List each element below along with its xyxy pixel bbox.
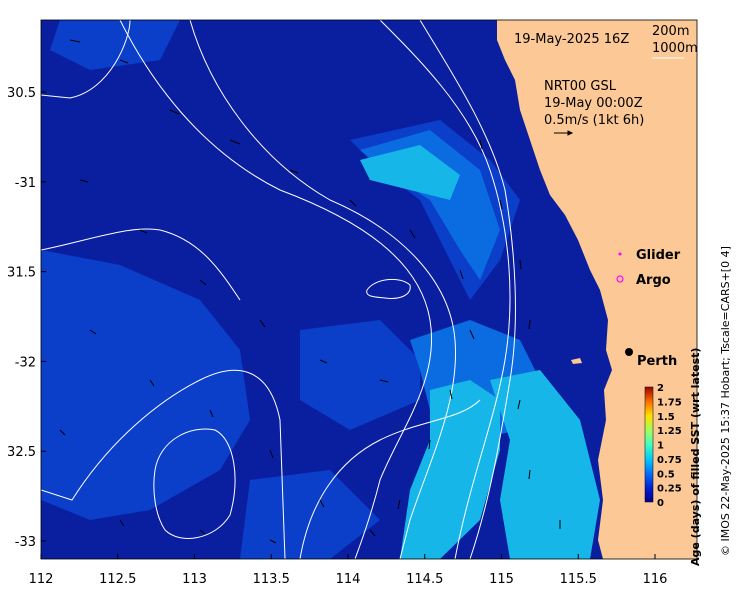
current-scale-label: 0.5m/s (1kt 6h)	[544, 113, 644, 128]
city-label-perth: Perth	[637, 354, 677, 369]
x-tick-label: 115	[489, 572, 514, 587]
plot-area	[41, 20, 697, 559]
y-tick-label: 31.5	[7, 266, 36, 281]
x-tick-label: 113	[182, 572, 207, 587]
x-axis: 112 112.5 113 113.5 114 114.5 115 115.5 116	[29, 554, 668, 587]
colorbar-tick-label: 1.25	[657, 426, 682, 437]
colorbar-tick-label: 1	[657, 441, 664, 452]
x-tick-label: 116	[643, 572, 668, 587]
x-tick-label: 112.5	[99, 572, 136, 587]
x-tick-label: 115.5	[560, 572, 597, 587]
colorbar-label: Age (days) of filled SST (wrt latest)	[689, 348, 702, 566]
y-tick-label: 30.5	[7, 86, 36, 101]
x-tick-label: 113.5	[253, 572, 290, 587]
legend-glider: Glider	[636, 248, 681, 263]
colorbar-tick-label: 0.75	[657, 455, 682, 466]
plot-frame	[40, 19, 698, 560]
contour-lines	[41, 20, 516, 559]
current-scale-arrow	[554, 130, 574, 136]
y-tick-label: 32.5	[7, 445, 36, 460]
map-timestamp: 19-May-2025 16Z	[514, 32, 629, 47]
colorbar-tick-label: 0.5	[657, 469, 675, 480]
colorbar-tick-label: 1.75	[657, 397, 682, 408]
colorbar-ticks: 0 0.25 0.5 0.75 1 1.25 1.5 1.75 2	[657, 383, 682, 509]
y-axis: 30.5 -31 31.5 -32 32.5 -33	[7, 86, 46, 550]
credit-text: © IMOS 22-May-2025 15:37 Hobart; Tscale=…	[719, 246, 732, 556]
x-tick-label: 114.5	[406, 572, 443, 587]
sst-age-patches-cyan	[360, 145, 600, 559]
glider-marker	[618, 252, 622, 256]
y-tick-label: -31	[15, 176, 36, 191]
x-tick-label: 112	[29, 572, 54, 587]
perth-marker	[625, 348, 633, 356]
colorbar-tick-label: 1.5	[657, 412, 675, 423]
current-vectors	[59, 39, 561, 544]
colorbar	[644, 386, 654, 503]
argo-marker	[616, 275, 624, 283]
contour-legend-200m: 200m	[652, 24, 689, 39]
contour-legend-1000m: 1000m	[652, 41, 698, 56]
colorbar-tick-label: 0.25	[657, 484, 682, 495]
colorbar-tick-label: 0	[657, 498, 664, 509]
current-source: NRT00 GSL	[544, 79, 617, 94]
legend-argo: Argo	[636, 273, 671, 288]
rottnest-island	[571, 358, 582, 364]
y-tick-label: -32	[15, 355, 36, 370]
colorbar-tick-label: 2	[657, 383, 664, 394]
current-time: 19-May 00:00Z	[544, 96, 643, 111]
y-tick-label: -33	[15, 535, 36, 550]
x-tick-label: 114	[336, 572, 361, 587]
